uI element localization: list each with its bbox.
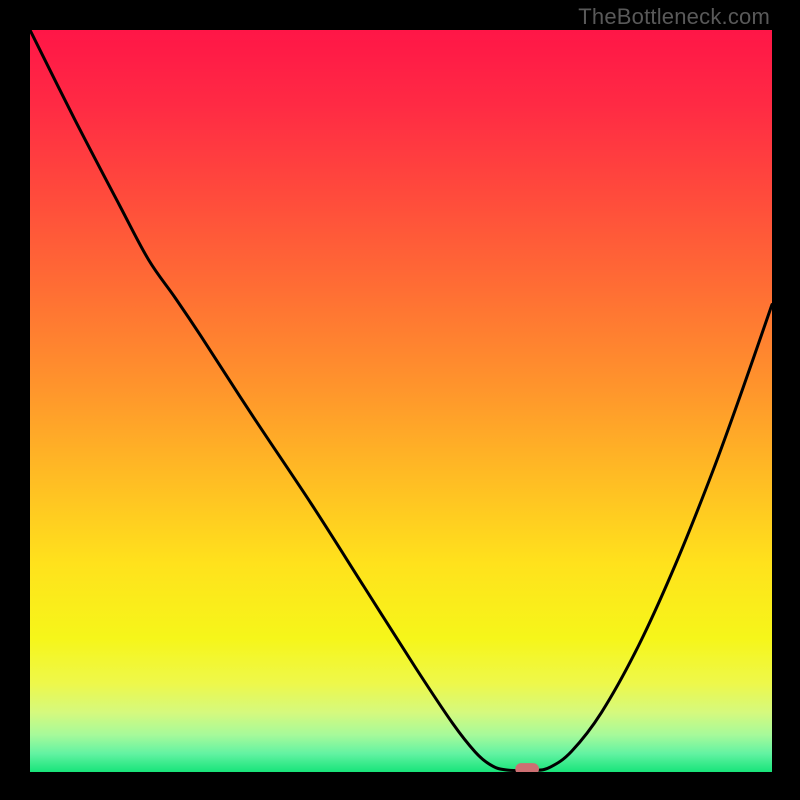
current-config-marker — [515, 763, 539, 772]
plot-area — [30, 30, 772, 772]
watermark-text: TheBottleneck.com — [578, 4, 770, 30]
axis-frame-right — [772, 0, 800, 800]
axis-frame-bottom — [0, 772, 800, 800]
gradient-background — [30, 30, 772, 772]
plot-svg — [30, 30, 772, 772]
chart-container: TheBottleneck.com — [0, 0, 800, 800]
axis-frame-left — [0, 0, 30, 800]
